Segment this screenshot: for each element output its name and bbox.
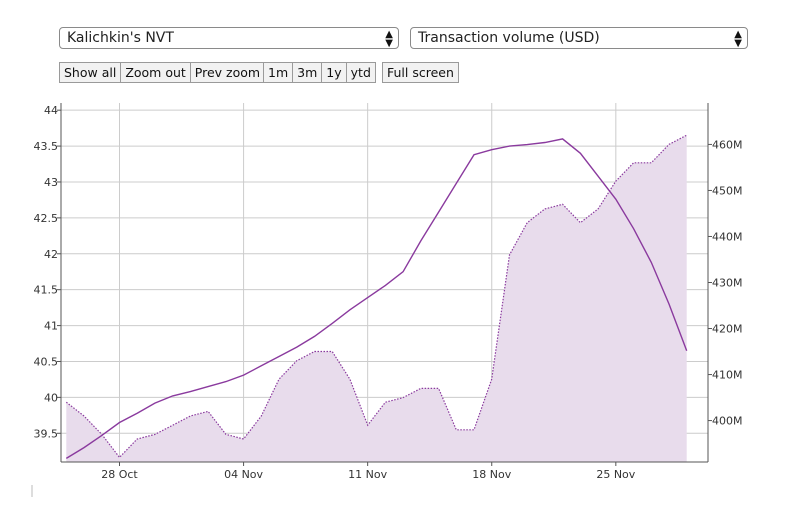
x-tick-label: 04 Nov xyxy=(224,468,263,481)
nvt-series-line xyxy=(65,138,688,459)
period-button-group: 1m 3m 1y ytd xyxy=(263,62,376,83)
y-left-tick-label: 40.5 xyxy=(34,355,59,368)
y-left-tick-label: 42.5 xyxy=(34,212,59,225)
period-1y-button[interactable]: 1y xyxy=(322,63,347,82)
select-arrows-icon: ▲ ▼ xyxy=(734,29,742,49)
y-left-tick-label: 41 xyxy=(44,320,58,333)
x-tick-label: 28 Oct xyxy=(101,468,138,481)
tick-labels: 39.5 40 40.5 41 41.5 42 42.5 43 43.5 44 28 Oct 04 N… xyxy=(34,104,743,481)
y-right-tick-label: 410M xyxy=(712,369,743,382)
x-tick-label: 25 Nov xyxy=(596,468,635,481)
volume-area-fill xyxy=(66,135,687,462)
y-right-tick-label: 450M xyxy=(712,184,743,197)
show-all-button[interactable]: Show all xyxy=(60,63,122,82)
volume-area-layer xyxy=(65,134,687,462)
axes xyxy=(31,103,712,497)
fullscreen-button-group: Full screen xyxy=(382,62,459,83)
zoom-button-group: Show all Zoom out Prev zoom xyxy=(59,62,266,83)
select-arrows-icon: ▲ ▼ xyxy=(385,29,393,49)
x-tick-label: 18 Nov xyxy=(472,468,511,481)
period-3m-button[interactable]: 3m xyxy=(293,63,323,82)
y-right-tick-label: 460M xyxy=(712,138,743,151)
y-left-tick-label: 43.5 xyxy=(34,140,59,153)
zoom-out-button[interactable]: Zoom out xyxy=(121,63,191,82)
y-left-tick-label: 40 xyxy=(44,391,58,404)
period-1m-button[interactable]: 1m xyxy=(264,63,294,82)
prev-zoom-button[interactable]: Prev zoom xyxy=(194,65,261,80)
metric-select[interactable]: Kalichkin's NVT ▲ ▼ xyxy=(59,27,399,49)
period-ytd-button[interactable]: ytd xyxy=(350,65,371,80)
volume-series-line xyxy=(65,134,687,459)
y-left-tick-label: 41.5 xyxy=(34,284,59,297)
y-left-tick-label: 42 xyxy=(44,248,58,261)
x-tick-label: 11 Nov xyxy=(348,468,387,481)
y-right-tick-label: 430M xyxy=(712,277,743,290)
volume-select-value: Transaction volume (USD) xyxy=(418,30,600,46)
y-right-tick-label: 400M xyxy=(712,415,743,428)
y-left-tick-label: 43 xyxy=(44,176,58,189)
metric-select-value: Kalichkin's NVT xyxy=(67,30,174,46)
full-screen-button[interactable]: Full screen xyxy=(387,65,454,80)
nvt-line-layer xyxy=(65,138,688,459)
y-left-tick-label: 39.5 xyxy=(34,427,59,440)
volume-select[interactable]: Transaction volume (USD) ▲ ▼ xyxy=(410,27,748,49)
y-right-tick-label: 420M xyxy=(712,323,743,336)
y-left-tick-label: 44 xyxy=(44,104,58,117)
y-right-tick-label: 440M xyxy=(712,230,743,243)
